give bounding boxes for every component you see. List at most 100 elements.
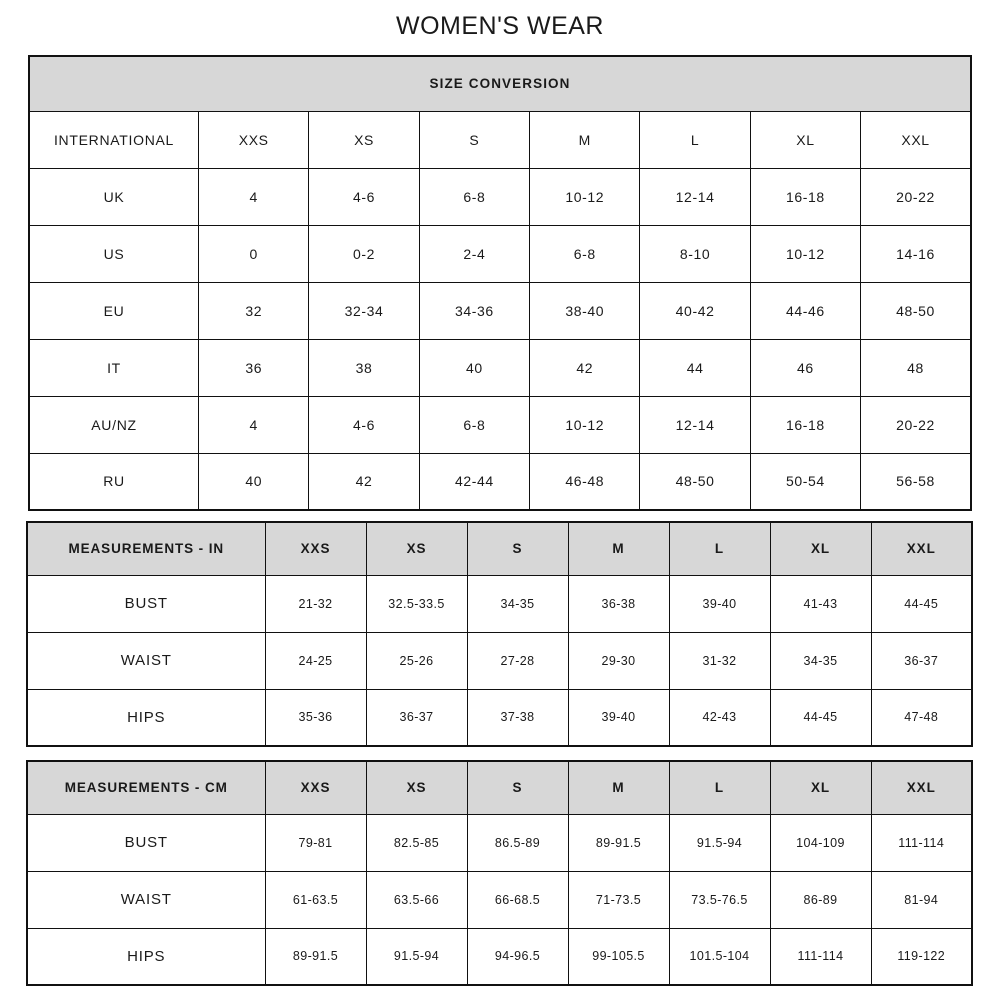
- table-cell: 21-32: [264, 574, 367, 633]
- table-cell: 27-28: [466, 631, 569, 690]
- measurements-cm-body: BUST 79-81 82.5-85 86.5-89 89-91.5 91.5-94 104…: [27, 813, 972, 985]
- table-cell: 35-36: [264, 688, 367, 746]
- table-cell: 32-34: [308, 281, 420, 340]
- table-cell: 44-45: [870, 574, 972, 633]
- table-row: IT 36 38 40 42 44 46 48: [29, 338, 971, 397]
- row-label: EU: [29, 281, 200, 340]
- measurements-title-cell: MEASUREMENTS - IN: [27, 522, 266, 576]
- table-cell: 14-16: [860, 224, 971, 283]
- header-row: MEASUREMENTS - IN XXS XS S M L XL XXL: [27, 522, 972, 576]
- table-cell: 119-122: [870, 927, 972, 985]
- size-conversion-body: SIZE CONVERSION INTERNATIONAL XXS XS S M L XL X…: [29, 56, 971, 510]
- table-cell: 89-91.5: [264, 927, 367, 985]
- table-cell: 4-6: [308, 395, 420, 454]
- table-cell: 61-63.5: [264, 870, 367, 929]
- table-cell: 42-44: [418, 452, 531, 510]
- table-cell: 86.5-89: [466, 813, 569, 872]
- size-column-header: XXS: [264, 761, 367, 815]
- table-cell: 0: [198, 224, 310, 283]
- size-column-header: S: [466, 522, 569, 576]
- row-label: UK: [29, 167, 200, 226]
- table-cell: 46: [749, 338, 862, 397]
- measurements-inches-table: MEASUREMENTS - IN XXS XS S M L XL XXL BUST 21-32…: [26, 521, 973, 747]
- table-cell: 10-12: [749, 224, 862, 283]
- table-cell: 6-8: [418, 395, 531, 454]
- banner-row: SIZE CONVERSION: [29, 56, 971, 112]
- table-cell: 32: [198, 281, 310, 340]
- table-cell: 32.5-33.5: [365, 574, 468, 633]
- table-cell: 111-114: [870, 813, 972, 872]
- table-cell: 4-6: [308, 167, 420, 226]
- table-cell: 36-37: [365, 688, 468, 746]
- row-label: BUST: [27, 813, 266, 872]
- size-column-header: XL: [769, 761, 872, 815]
- table-row: BUST 79-81 82.5-85 86.5-89 89-91.5 91.5-94 104…: [27, 813, 972, 872]
- row-label: RU: [29, 452, 200, 510]
- table-cell: 44-45: [769, 688, 872, 746]
- measurements-title-cell: MEASUREMENTS - CM: [27, 761, 266, 815]
- table-cell: 24-25: [264, 631, 367, 690]
- row-label: HIPS: [27, 688, 266, 746]
- table-cell: 29-30: [567, 631, 670, 690]
- table-cell: XL: [749, 110, 862, 169]
- measurements-inches-body: BUST 21-32 32.5-33.5 34-35 36-38 39-40 41-43 44…: [27, 574, 972, 746]
- table-cell: 66-68.5: [466, 870, 569, 929]
- table-row: UK 4 4-6 6-8 10-12 12-14 16-18 20-22: [29, 167, 971, 226]
- table-row: HIPS 89-91.5 91.5-94 94-96.5 99-105.5 101.5-1…: [27, 927, 972, 985]
- size-column-header: XS: [365, 761, 468, 815]
- size-column-header: L: [668, 522, 771, 576]
- table-cell: 4: [198, 167, 310, 226]
- table-cell: 38: [308, 338, 420, 397]
- table-cell: 12-14: [639, 395, 751, 454]
- table-cell: 4: [198, 395, 310, 454]
- table-cell: 39-40: [567, 688, 670, 746]
- table-cell: 94-96.5: [466, 927, 569, 985]
- size-column-header: M: [567, 522, 670, 576]
- table-row: WAIST 61-63.5 63.5-66 66-68.5 71-73.5 73.5-76…: [27, 870, 972, 929]
- table-cell: 41-43: [769, 574, 872, 633]
- size-column-header: XL: [769, 522, 872, 576]
- table-cell: 81-94: [870, 870, 972, 929]
- table-cell: 44-46: [749, 281, 862, 340]
- table-cell: 56-58: [860, 452, 971, 510]
- size-column-header: L: [668, 761, 771, 815]
- table-cell: 91.5-94: [668, 813, 771, 872]
- table-cell: 10-12: [529, 167, 641, 226]
- table-cell: 42: [308, 452, 420, 510]
- table-cell: 42: [529, 338, 641, 397]
- table-cell: 82.5-85: [365, 813, 468, 872]
- table-row: BUST 21-32 32.5-33.5 34-35 36-38 39-40 41-43 44…: [27, 574, 972, 633]
- table-cell: 48: [860, 338, 971, 397]
- table-cell: 37-38: [466, 688, 569, 746]
- table-cell: 6-8: [418, 167, 531, 226]
- table-cell: 6-8: [529, 224, 641, 283]
- row-label: BUST: [27, 574, 266, 633]
- table-cell: 10-12: [529, 395, 641, 454]
- row-label: AU/NZ: [29, 395, 200, 454]
- table-cell: 16-18: [749, 395, 862, 454]
- table-cell: XXL: [860, 110, 971, 169]
- table-cell: XXS: [198, 110, 310, 169]
- table-cell: 48-50: [639, 452, 751, 510]
- measurements-inches-head: MEASUREMENTS - IN XXS XS S M L XL XXL: [27, 522, 972, 576]
- table-row: INTERNATIONAL XXS XS S M L XL XXL: [29, 110, 971, 169]
- size-column-header: XXS: [264, 522, 367, 576]
- table-cell: 79-81: [264, 813, 367, 872]
- table-cell: 2-4: [418, 224, 531, 283]
- table-cell: 104-109: [769, 813, 872, 872]
- size-column-header: XS: [365, 522, 468, 576]
- row-label: IT: [29, 338, 200, 397]
- table-cell: XS: [308, 110, 420, 169]
- table-row: RU 40 42 42-44 46-48 48-50 50-54 56-58: [29, 452, 971, 510]
- size-column-header: XXL: [870, 522, 972, 576]
- table-cell: 101.5-104: [668, 927, 771, 985]
- table-cell: 46-48: [529, 452, 641, 510]
- table-cell: S: [418, 110, 531, 169]
- table-row: EU 32 32-34 34-36 38-40 40-42 44-46 48-50: [29, 281, 971, 340]
- table-cell: 40-42: [639, 281, 751, 340]
- table-cell: M: [529, 110, 641, 169]
- page-title: WOMEN'S WEAR: [396, 12, 604, 40]
- table-row: HIPS 35-36 36-37 37-38 39-40 42-43 44-45 47-48: [27, 688, 972, 746]
- table-cell: 31-32: [668, 631, 771, 690]
